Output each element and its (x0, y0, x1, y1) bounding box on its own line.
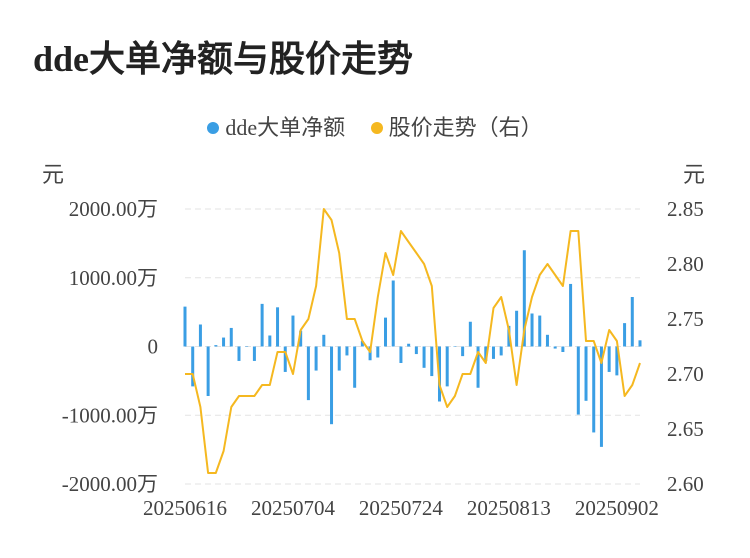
right-tick-label: 2.80 (667, 252, 704, 276)
left-tick-label: 0 (148, 335, 159, 359)
legend-dot-bar (207, 121, 220, 134)
bar[interactable] (484, 346, 488, 361)
left-tick-label: -2000.00万 (62, 472, 158, 496)
bar[interactable] (592, 346, 596, 433)
bar[interactable] (368, 346, 372, 361)
bar[interactable] (314, 346, 318, 371)
bar[interactable] (607, 346, 611, 372)
line-series (185, 208, 641, 474)
chart-title: dde大单净额与股价走势 (33, 39, 414, 79)
x-tick-label: 20250813 (467, 496, 551, 520)
bar-series (183, 250, 642, 447)
legend-label-dde: dde大单净额 (225, 115, 346, 140)
bar[interactable] (576, 346, 580, 415)
bar[interactable] (399, 346, 403, 364)
bar[interactable] (306, 346, 310, 401)
bar[interactable] (623, 323, 627, 347)
price-line[interactable] (185, 208, 641, 474)
bar[interactable] (615, 346, 619, 376)
bar[interactable] (430, 346, 434, 377)
bar[interactable] (407, 343, 411, 347)
bar[interactable] (376, 346, 380, 358)
right-axis-labels: 2.85 2.80 2.75 2.70 2.65 2.60 (667, 197, 704, 496)
bar[interactable] (515, 310, 519, 347)
bar[interactable] (499, 346, 503, 356)
x-tick-label: 20250616 (143, 496, 227, 520)
bar[interactable] (252, 346, 256, 361)
right-tick-label: 2.70 (667, 362, 704, 386)
x-tick-label: 20250902 (575, 496, 659, 520)
right-tick-label: 2.60 (667, 472, 704, 496)
bar[interactable] (276, 307, 280, 347)
bar[interactable] (391, 280, 395, 347)
right-tick-label: 2.85 (667, 197, 704, 221)
bar[interactable] (330, 346, 334, 425)
bar[interactable] (283, 346, 287, 372)
bar[interactable] (183, 306, 187, 347)
bar[interactable] (561, 346, 565, 353)
bar[interactable] (491, 346, 495, 359)
bar[interactable] (599, 346, 603, 447)
bar[interactable] (353, 346, 357, 388)
bar[interactable] (530, 313, 534, 347)
bar[interactable] (191, 346, 195, 387)
bar[interactable] (299, 330, 303, 347)
bar[interactable] (445, 346, 449, 387)
bar[interactable] (198, 324, 202, 347)
legend: dde大单净额 股价走势（右） (0, 110, 750, 142)
bar[interactable] (337, 346, 341, 371)
x-axis-labels: 20250616 20250704 20250724 20250813 20250902 (143, 496, 659, 520)
left-axis-labels: 2000.00万 1000.00万 0 -1000.00万 -2000.00万 (62, 197, 158, 496)
legend-dot-line (370, 121, 383, 134)
bar[interactable] (553, 346, 557, 349)
bar[interactable] (422, 346, 426, 368)
bar[interactable] (360, 341, 364, 347)
bar[interactable] (453, 346, 457, 348)
bar[interactable] (569, 283, 573, 347)
left-tick-label: -1000.00万 (62, 403, 158, 427)
left-tick-label: 1000.00万 (69, 266, 158, 290)
bar[interactable] (522, 250, 526, 347)
legend-item-dde[interactable]: dde大单净额 (207, 110, 345, 142)
bar[interactable] (476, 346, 480, 388)
bar[interactable] (222, 337, 226, 347)
x-tick-label: 20250724 (359, 496, 444, 520)
x-tick-label: 20250704 (251, 496, 336, 520)
bar[interactable] (245, 346, 249, 348)
right-tick-label: 2.75 (667, 307, 704, 331)
bar[interactable] (214, 345, 218, 347)
left-axis-unit: 元 (42, 162, 65, 187)
bar[interactable] (461, 346, 465, 357)
bar[interactable] (638, 340, 642, 347)
bar[interactable] (468, 321, 472, 347)
bar[interactable] (322, 334, 326, 347)
bar[interactable] (268, 335, 272, 347)
bar[interactable] (206, 346, 210, 397)
legend-label-price: 股价走势（右） (388, 115, 543, 140)
bar[interactable] (584, 346, 588, 401)
left-tick-label: 2000.00万 (69, 197, 158, 221)
right-tick-label: 2.65 (667, 417, 704, 441)
bar[interactable] (414, 346, 418, 355)
bar[interactable] (538, 315, 542, 347)
bar[interactable] (229, 327, 233, 347)
bar[interactable] (545, 334, 549, 347)
bar[interactable] (260, 303, 264, 347)
right-axis-unit: 元 (683, 162, 706, 187)
bar[interactable] (237, 346, 241, 361)
bar[interactable] (384, 317, 388, 347)
bar[interactable] (630, 297, 634, 347)
bar[interactable] (345, 346, 349, 356)
legend-item-price[interactable]: 股价走势（右） (370, 110, 543, 142)
bar[interactable] (291, 315, 295, 347)
